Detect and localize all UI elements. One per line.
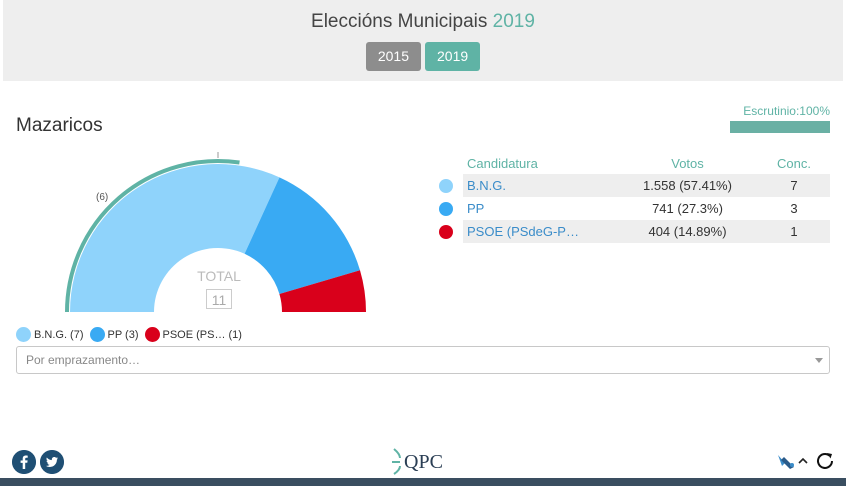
year-selector: 2015 2019 [3,42,843,71]
legend-dot [89,327,105,342]
chevron-down-icon [815,358,823,363]
legend-label: PP (3) [107,328,139,341]
chart-slice [279,270,366,312]
map-icon[interactable] [776,451,798,471]
seats-chart: (6) [65,152,366,313]
chart-slice [244,177,361,294]
party-seats: 3 [790,201,798,216]
party-color-dot [438,225,453,240]
scrutiny-progress-bar [730,121,830,133]
party-name[interactable]: PSOE (PSdeG-P… [463,220,617,243]
party-seats: 7 [758,174,830,197]
party-name[interactable]: B.N.G. [463,174,617,197]
total-value: 11 [206,289,232,309]
qpc-logo: QPC [392,448,443,475]
logo-text: QPC [404,451,443,473]
header-votes: Votos [671,155,704,171]
legend-label: PSOE (PS… (1) [162,328,242,341]
title-year: 2019 [492,11,535,32]
party-seats: 1 [758,220,830,243]
refresh-icon[interactable] [814,450,836,472]
party-color-dot [438,179,453,194]
legend-item[interactable]: PSOE (PS… (1) [144,327,242,342]
legend-dot [16,327,31,342]
header-candidature: Candidatura [467,155,538,171]
party-color-dot [438,202,453,217]
footer-tools [776,450,836,472]
legend-item[interactable]: B.N.G. (7) [16,327,84,342]
party-name[interactable]: PP [467,201,485,216]
chart-slice [70,164,280,312]
year-button-2015[interactable]: 2015 [365,42,421,71]
title-main: Eleccións Municipais [311,11,488,32]
page-title: Eleccións Municipais 2019 [3,11,843,33]
chart-slices [70,164,366,312]
total-label: TOTAL [197,268,241,284]
twitter-icon[interactable] [40,450,64,474]
party-votes: 1.558 (57.41%) [617,174,758,197]
legend-label: B.N.G. (7) [34,328,84,341]
table-row: B.N.G. 1.558 (57.41%) 7 [428,174,830,197]
footer-bar [0,478,846,486]
location-select[interactable]: Por emprazamento… [16,346,830,374]
chart-legend: B.N.G. (7) PP (3) PSOE (PS… (1) [16,327,248,342]
table-row: PSOE (PSdeG-P… 404 (14.89%) 1 [428,220,830,243]
header: Eleccións Municipais 2019 2015 2019 [3,0,843,81]
majority-label: (6) [96,192,108,203]
party-votes: 404 (14.89%) [617,220,758,243]
social-links [12,450,68,474]
scrutiny-progress-fill [730,121,830,133]
majority-arc [65,159,240,313]
municipality-name: Mazaricos [16,115,103,136]
location-select-placeholder: Por emprazamento… [26,353,141,367]
header-seats: Conc. [777,155,811,171]
chevron-up-icon[interactable] [798,456,808,466]
table-row: PP 741 (27.3%) 3 [428,197,830,220]
scrutiny-label: Escrutinio:100% [743,104,830,118]
results-table: Candidatura Votos Conc. B.N.G. 1.558 (57… [428,152,830,243]
legend-item[interactable]: PP (3) [89,327,139,342]
legend-dot [144,327,160,342]
facebook-icon[interactable] [12,450,36,474]
year-button-2019[interactable]: 2019 [425,42,481,71]
party-votes: 741 (27.3%) [652,201,723,216]
